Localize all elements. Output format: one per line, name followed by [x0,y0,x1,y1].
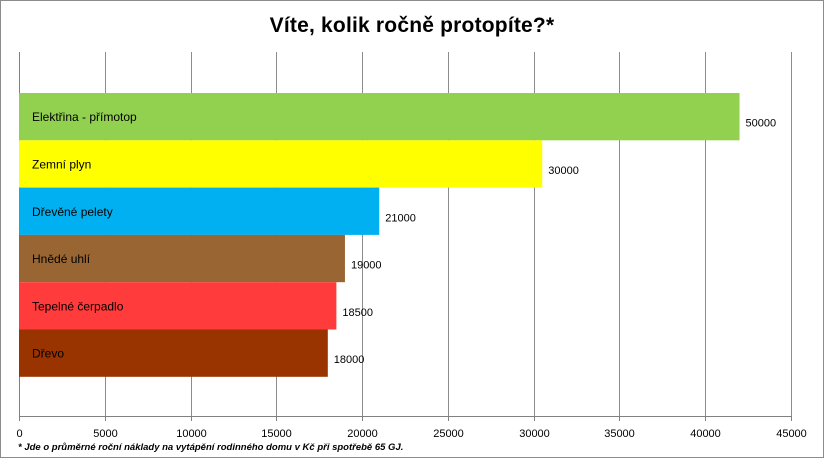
category-label: Tepelné čerpadlo [32,299,124,313]
bar [19,93,740,141]
category-label: Zemní plyn [32,157,91,171]
bar [19,234,345,283]
data-label: 19000 [351,260,382,272]
x-tick-label: 5000 [93,428,117,440]
bar [19,329,328,377]
data-label: 30000 [548,165,579,177]
x-tick-label: 40000 [690,428,721,440]
x-tick-label: 0 [16,428,22,440]
data-label: 50000 [746,118,777,130]
x-tick-label: 10000 [176,428,207,440]
x-tick-label: 15000 [261,428,292,440]
x-tick-label: 35000 [604,428,635,440]
bar [19,282,337,330]
bar [19,140,543,188]
chart-footnote: * Jde o průměrné roční náklady na vytápě… [18,442,404,453]
category-label: Hnědé uhlí [32,252,91,266]
category-label: Elektřina - přímotop [32,110,137,124]
data-label: 18500 [342,307,373,319]
x-tick-label: 45000 [776,428,807,440]
category-label: Dřevo [32,347,64,361]
x-tick-label: 20000 [347,428,378,440]
x-tick-label: 30000 [519,428,550,440]
data-label: 18000 [334,354,365,366]
data-label: 21000 [385,212,416,224]
x-tick-label: 25000 [433,428,464,440]
bar [19,187,380,235]
category-label: Dřevěné pelety [32,205,113,219]
chart-title: Víte, kolik ročně protopíte?* [269,14,555,37]
